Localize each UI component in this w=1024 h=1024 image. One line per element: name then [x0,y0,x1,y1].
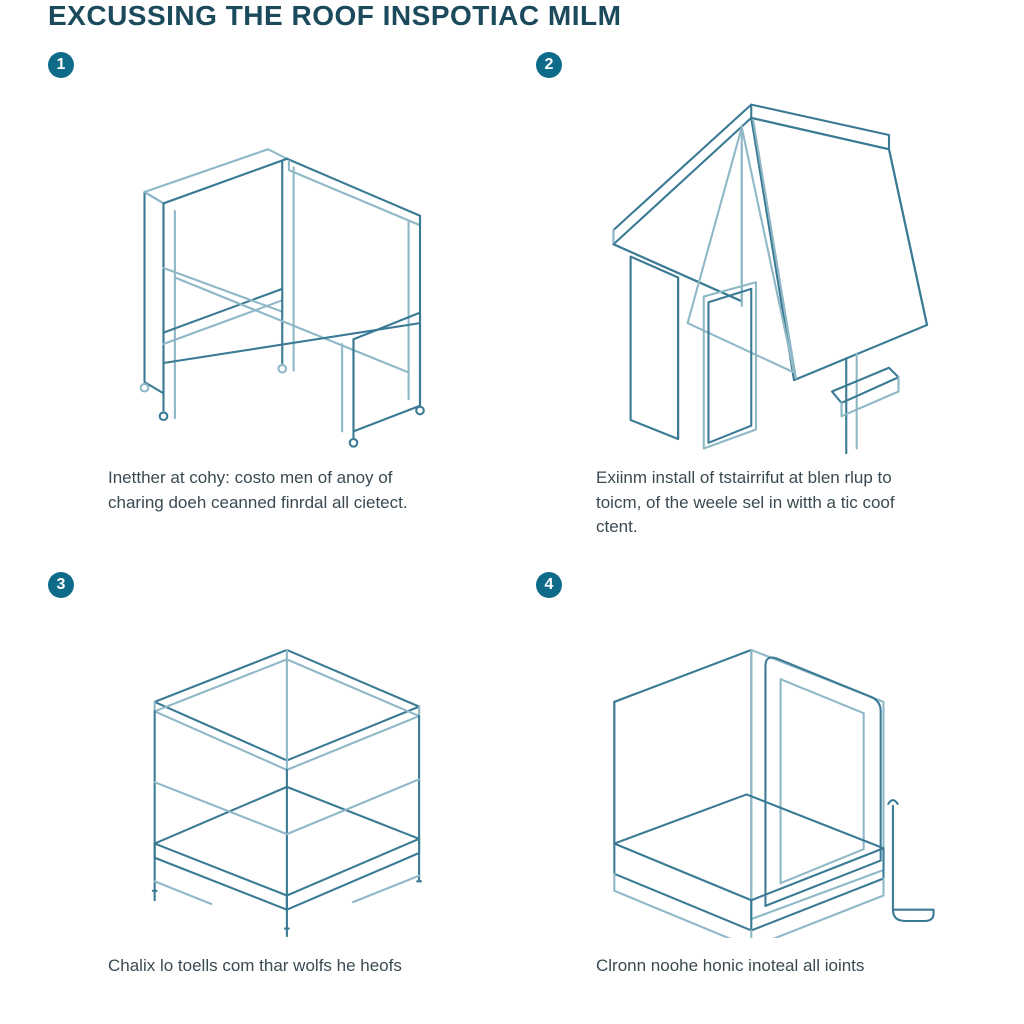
step-3-illustration [48,598,488,938]
step-badge-2: 2 [536,52,562,78]
step-2-illustration [536,78,976,458]
steps-grid: 1 [48,52,976,979]
step-badge-4: 4 [536,572,562,598]
step-1-caption: Inetther at cohy: costo men of anoy of c… [48,458,428,515]
step-badge-1: 1 [48,52,74,78]
step-badge-3: 3 [48,572,74,598]
step-3-caption: Chalix lo toells com thar wolfs he heofs [48,938,428,979]
step-1-illustration [48,78,488,458]
step-2-caption: Exiinm install of tstairrifut at blen rl… [536,458,916,540]
step-3: 3 [48,572,488,979]
step-1: 1 [48,52,488,540]
page-title: EXCUSSING THE ROOF INSPOTIAC MILM [48,0,976,32]
step-4-illustration [536,598,976,938]
step-4: 4 [536,572,976,979]
step-4-caption: Clronn noohe honic inoteal all ioints [536,938,916,979]
step-2: 2 [536,52,976,540]
